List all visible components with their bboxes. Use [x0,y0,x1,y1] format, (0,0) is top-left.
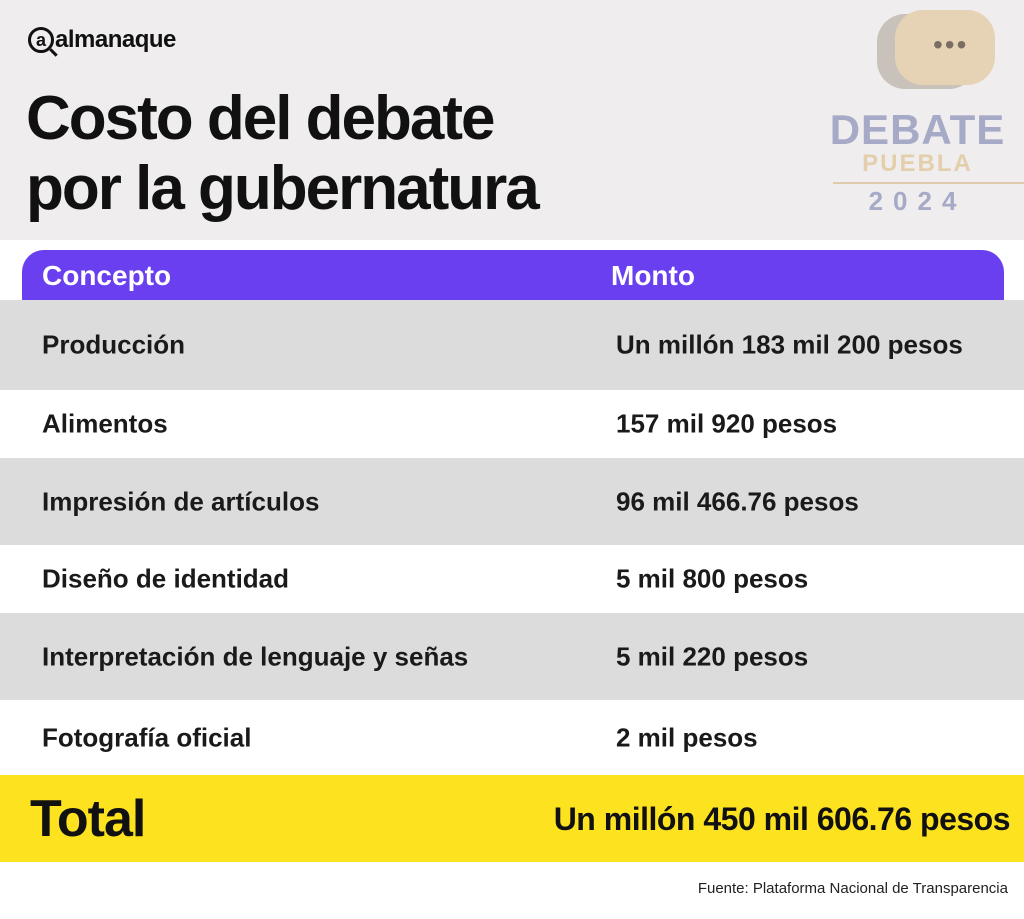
cell-monto: 157 mil 920 pesos [616,408,838,439]
debate-logo: ••• DEBATE PUEBLA 2024 [815,0,1024,240]
logo-debate: DEBATE [829,106,1006,153]
brand-logo: a almanaque [28,26,176,54]
cell-concepto: Diseño de identidad [42,563,290,594]
cell-monto: 2 mil pesos [616,722,758,752]
header-concepto: Concepto [42,260,172,291]
title-line-1: Costo del debate [26,84,496,153]
logo-divider [833,182,1024,184]
total-row: Total Un millón 450 mil 606.76 pesos [0,775,1024,862]
table-row: Impresión de artículos 96 mil 466.76 peso… [0,458,1024,545]
header-monto: Monto [611,260,695,291]
total-value: Un millón 450 mil 606.76 pesos [553,801,1011,837]
total-label: Total [30,790,146,848]
cell-concepto: Producción [42,329,186,360]
table-row: Producción Un millón 183 mil 200 pesos [0,300,1024,390]
title-line-2: por la gubernatura [26,154,540,223]
logo-puebla: PUEBLA [862,150,973,177]
cell-concepto: Fotografía oficial [42,722,252,752]
cell-monto: Un millón 183 mil 200 pesos [616,329,963,360]
table-row: Alimentos 157 mil 920 pesos [0,390,1024,458]
table-row: Diseño de identidad 5 mil 800 pesos [0,545,1024,613]
speech-bubble-icon [895,10,995,85]
magnifier-at-icon: a [28,27,54,53]
table-row: Interpretación de lenguaje y señas 5 mil … [0,613,1024,700]
ellipsis-icon: ••• [933,29,969,60]
brand-name: almanaque [55,26,176,53]
page-title: Costo del debate por la gubernatura [26,84,540,224]
cell-concepto: Interpretación de lenguaje y señas [42,641,469,671]
header-area: a almanaque Costo del debate por la gubern… [0,0,1024,240]
cell-monto: 96 mil 466.76 pesos [616,486,859,516]
cell-monto: 5 mil 220 pesos [616,641,809,671]
logo-year: 2024 [868,186,967,216]
source-note: Fuente: Plataforma Nacional de Transpare… [697,880,1008,897]
table-header: Concepto Monto [22,250,1004,300]
cell-monto: 5 mil 800 pesos [616,563,809,594]
cell-concepto: Alimentos [42,408,168,439]
table-row: Fotografía oficial 2 mil pesos [0,700,1024,775]
cell-concepto: Impresión de artículos [42,486,320,516]
